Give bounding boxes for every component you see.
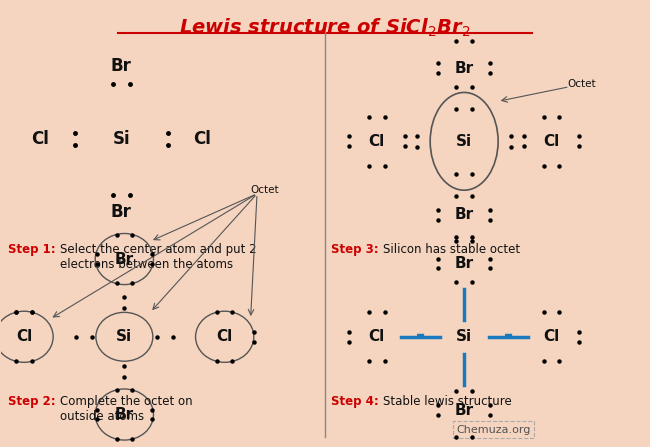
Text: Octet: Octet bbox=[250, 185, 280, 195]
Text: Br: Br bbox=[115, 407, 134, 422]
Text: Br: Br bbox=[454, 403, 474, 417]
Text: Cl: Cl bbox=[543, 134, 560, 149]
Text: Cl: Cl bbox=[369, 329, 385, 344]
Text: Si: Si bbox=[456, 134, 472, 149]
Text: Cl: Cl bbox=[16, 329, 32, 344]
Text: Br: Br bbox=[115, 252, 134, 266]
Text: Br: Br bbox=[111, 57, 131, 75]
Text: Br: Br bbox=[454, 207, 474, 222]
Text: –: – bbox=[415, 326, 424, 344]
Text: Br: Br bbox=[454, 60, 474, 76]
Text: Cl: Cl bbox=[193, 130, 211, 148]
Text: Si: Si bbox=[116, 329, 133, 344]
Text: Br: Br bbox=[454, 256, 474, 271]
Text: Step 1:: Step 1: bbox=[8, 244, 55, 257]
Text: Select the center atom and put 2
electrons between the atoms: Select the center atom and put 2 electro… bbox=[60, 244, 256, 271]
Text: Step 3:: Step 3: bbox=[332, 244, 379, 257]
Text: Stable lewis structure: Stable lewis structure bbox=[384, 395, 512, 408]
Text: Cl: Cl bbox=[216, 329, 233, 344]
Text: Chemuza.org: Chemuza.org bbox=[456, 425, 530, 434]
Text: Si: Si bbox=[112, 130, 130, 148]
Text: Complete the octet on
outside atoms: Complete the octet on outside atoms bbox=[60, 395, 192, 422]
Text: Cl: Cl bbox=[543, 329, 560, 344]
Text: Si: Si bbox=[456, 329, 472, 344]
Text: –: – bbox=[504, 326, 513, 344]
Text: Octet: Octet bbox=[567, 79, 596, 89]
Text: Cl: Cl bbox=[31, 130, 49, 148]
Text: Lewis structure of SiCl$_2$Br$_2$: Lewis structure of SiCl$_2$Br$_2$ bbox=[179, 17, 471, 39]
Text: Step 4:: Step 4: bbox=[332, 395, 379, 408]
Text: Cl: Cl bbox=[369, 134, 385, 149]
Text: Silicon has stable octet: Silicon has stable octet bbox=[384, 244, 521, 257]
Text: Step 2:: Step 2: bbox=[8, 395, 55, 408]
Text: Br: Br bbox=[111, 203, 131, 221]
